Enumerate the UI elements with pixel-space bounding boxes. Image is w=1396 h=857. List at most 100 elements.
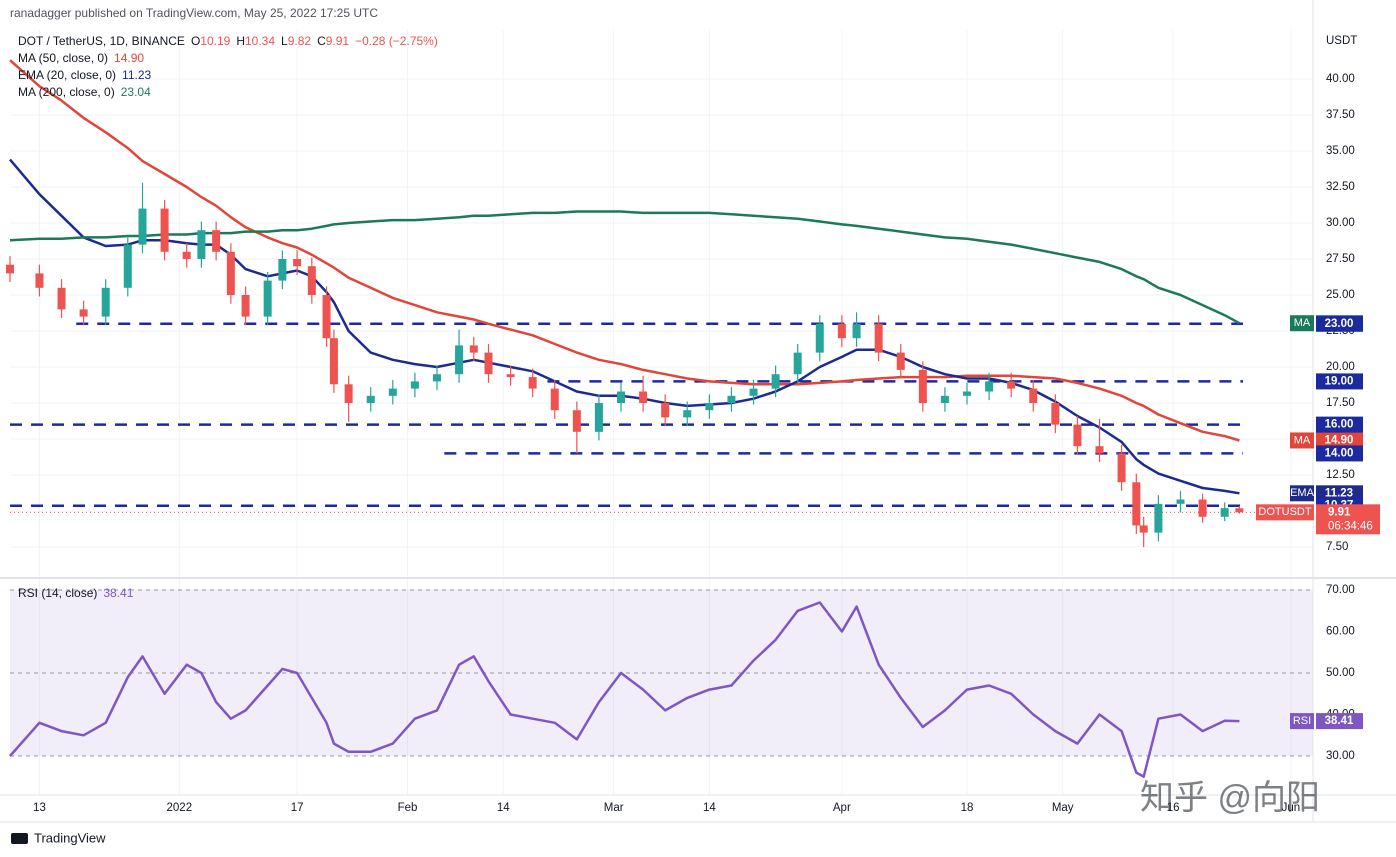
x-tick-label: 14 — [703, 802, 716, 814]
candle-body — [344, 384, 353, 404]
series-tag-label-box — [1290, 315, 1314, 332]
ma-line — [9, 59, 1240, 442]
candle-body — [212, 230, 221, 252]
level-tag-value: 14.00 — [1325, 447, 1354, 459]
y-tick-label: 30.00 — [1326, 217, 1355, 229]
candle-body — [410, 381, 419, 389]
level-tag-value: 16.00 — [1325, 419, 1354, 431]
candle-body — [123, 244, 132, 288]
candle-body — [366, 395, 375, 404]
series-tag-label: MA — [1294, 317, 1311, 329]
candle-body — [6, 264, 14, 274]
ohlc-value: 10.34 — [245, 34, 275, 48]
candle-body — [182, 251, 191, 259]
price-box — [1316, 504, 1380, 535]
x-tick-label: Mar — [604, 802, 624, 814]
symbol-box — [1256, 504, 1314, 521]
legend-value: 14.90 — [114, 51, 144, 65]
candle-body — [771, 374, 780, 389]
candle-body — [837, 323, 846, 339]
candle-body — [35, 273, 44, 288]
legend-entry: EMA (20, close, 0) 11.23 — [18, 68, 152, 82]
rsi-legend-name: RSI (14, close) — [18, 586, 97, 600]
candle-body — [1073, 424, 1082, 447]
level-tag-value: 19.00 — [1325, 375, 1354, 387]
legend-value: 11.23 — [122, 68, 151, 82]
y-tick-label: 32.50 — [1326, 181, 1355, 193]
candle-body — [455, 345, 464, 375]
rsi-legend: RSI (14, close) 38.41 — [18, 586, 134, 600]
ohlc-key: C — [317, 34, 326, 48]
candle-body — [683, 410, 692, 418]
brand: TradingView — [34, 830, 106, 845]
candle-body — [138, 208, 147, 245]
candle-body — [197, 230, 206, 259]
candle-body — [293, 258, 302, 267]
brand-logo — [11, 833, 28, 844]
ohlc-value: 9.91 — [326, 34, 350, 48]
candle-body — [1051, 403, 1060, 425]
level-tag-value-box — [1316, 445, 1363, 462]
candle-body — [852, 323, 861, 339]
series-tag-label-box — [1290, 432, 1314, 449]
rsi-tag-value: 38.41 — [1325, 715, 1354, 727]
candle-body — [661, 403, 670, 418]
ma-line — [9, 210, 1240, 325]
y-tick-label: 37.50 — [1326, 109, 1355, 121]
candle-body — [749, 388, 758, 396]
y-tick-label: 12.50 — [1326, 469, 1355, 481]
candle-body — [617, 391, 626, 404]
candle-body — [1117, 453, 1126, 483]
rsi-tag-box — [1290, 713, 1314, 730]
candle-body — [639, 391, 648, 404]
legend-entry: MA (200, close, 0) 23.04 — [18, 85, 151, 99]
series-tag-value: 11.23 — [1325, 487, 1353, 499]
x-tick-label: Apr — [833, 802, 851, 814]
legend-value: 23.04 — [121, 85, 151, 99]
candle-body — [940, 395, 949, 404]
candle-body — [1007, 381, 1016, 389]
candle-body — [1139, 525, 1148, 533]
candle-body — [874, 323, 883, 353]
x-tick-label: 18 — [961, 802, 974, 814]
candle-body — [432, 374, 441, 382]
y-tick-label: 27.50 — [1326, 253, 1355, 265]
candle-body — [1220, 508, 1229, 517]
candle-body — [322, 294, 331, 339]
y-tick-label: 25.00 — [1326, 289, 1355, 301]
candle-body — [57, 287, 66, 310]
candle-body — [329, 338, 338, 385]
candle-body — [484, 352, 493, 375]
x-tick-label: Jun — [1282, 802, 1301, 814]
candle-body — [528, 377, 537, 389]
y-tick-label: 17.50 — [1326, 397, 1355, 409]
legend-entry: MA (50, close, 0) 14.90 — [18, 51, 144, 65]
symbol: DOT / TetherUS, 1D, BINANCE — [18, 34, 185, 48]
candle-body — [1198, 499, 1207, 517]
price-value: 9.91 — [1328, 506, 1351, 518]
x-tick-label: 13 — [33, 802, 46, 814]
candle-body — [101, 287, 110, 317]
level-tag-value-box — [1316, 315, 1363, 332]
ohlc-key: O — [191, 34, 200, 48]
legend-name: MA (50, close, 0) — [18, 51, 108, 65]
ohlc-value: 9.82 — [288, 34, 312, 48]
series-tag-value-box — [1316, 485, 1363, 502]
candle-body — [226, 251, 235, 295]
level-tag-value-box — [1316, 416, 1363, 433]
candle-body — [1176, 499, 1185, 504]
legend-name: EMA (20, close, 0) — [18, 68, 116, 82]
candle-body — [469, 345, 478, 353]
x-tick-label: May — [1052, 802, 1074, 814]
symbol-header: DOT / TetherUS, 1D, BINANCE O10.19 H10.34 L… — [18, 34, 438, 48]
candle-body — [918, 369, 927, 404]
ohlc-key: H — [236, 34, 245, 48]
level-tag-value: 23.00 — [1325, 318, 1354, 330]
legend-name: MA (200, close, 0) — [18, 85, 115, 99]
candle-body — [727, 395, 736, 404]
series-tag-label-box — [1290, 485, 1314, 502]
series-tag-label: MA — [1294, 434, 1311, 446]
